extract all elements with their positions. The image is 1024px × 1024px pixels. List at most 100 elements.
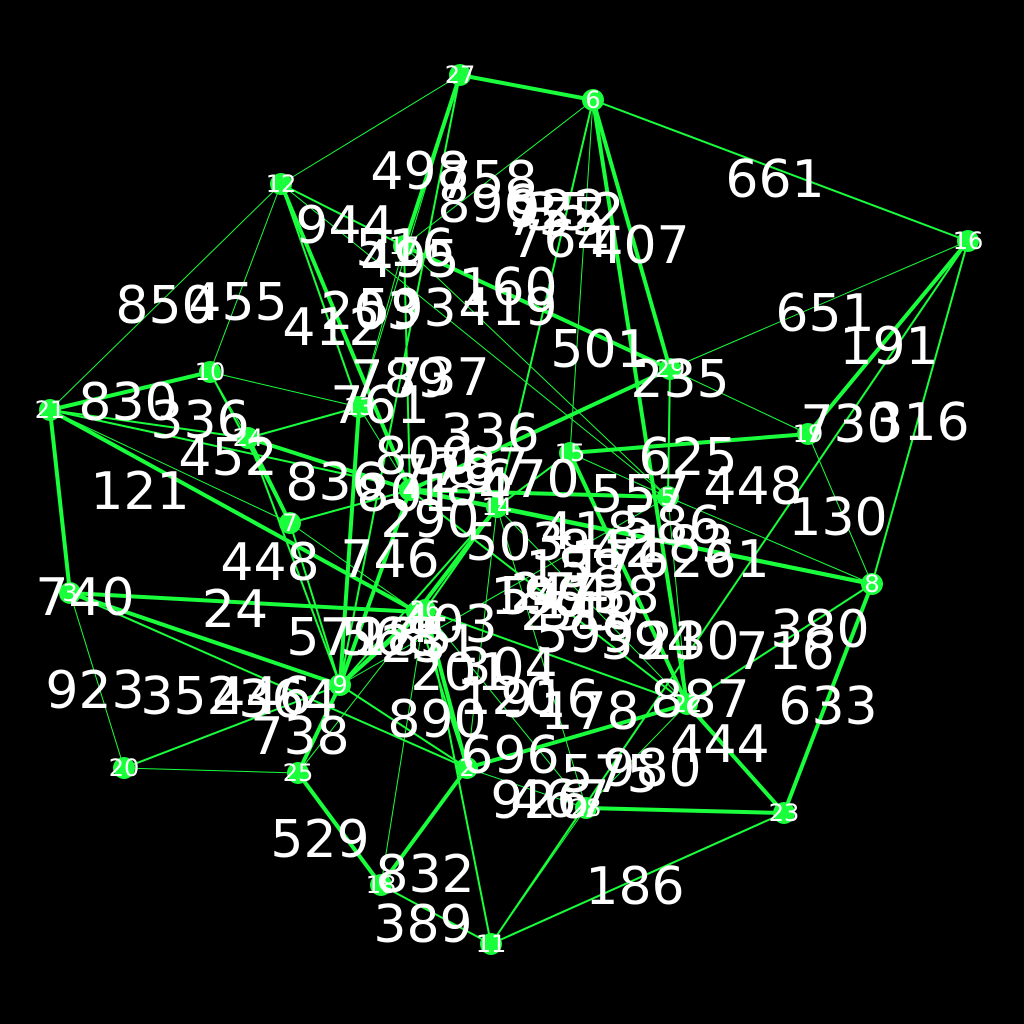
edge-label: 448: [220, 533, 319, 593]
edge-27-9: [339, 74, 461, 686]
edge-label: 651: [775, 284, 874, 344]
edge-label: 593: [357, 279, 456, 339]
edge-15-14: [496, 452, 571, 508]
node-8: 8: [861, 570, 883, 598]
node-19: 19: [793, 420, 824, 448]
edge-5-9: [339, 496, 669, 686]
edge-17-4: [403, 245, 411, 491]
node-circle: [39, 399, 61, 421]
edge-13-24: [247, 406, 360, 439]
edge-label: 498: [370, 142, 469, 202]
node-circle: [329, 674, 351, 696]
node-label: 4: [402, 476, 417, 504]
node-circle: [575, 797, 597, 819]
node-4: 4: [399, 476, 421, 504]
node-label: 27: [445, 61, 476, 89]
edge-label: 178: [540, 682, 639, 742]
edge-11-23: [490, 812, 785, 945]
edge-14-8: [495, 505, 874, 586]
node-circle: [393, 235, 415, 257]
edge-label: 599: [535, 605, 634, 665]
node-6: 6: [582, 86, 604, 114]
edge-18-26: [380, 609, 426, 886]
edge-label: 158: [525, 540, 624, 600]
edge-label: 568: [340, 608, 439, 668]
edge-label: 293: [520, 583, 619, 643]
node-label: 9: [332, 671, 347, 699]
edge-28-23: [584, 806, 786, 815]
node-circle: [414, 599, 436, 621]
edge-13-4: [358, 406, 411, 491]
edge-25-26: [297, 609, 426, 774]
edge-11-26: [424, 609, 492, 945]
node-24: 24: [233, 424, 264, 452]
edge-label: 380: [770, 600, 869, 660]
edge-label: 625: [638, 428, 737, 488]
edge-label: 304: [458, 638, 557, 698]
node-label: 20: [109, 754, 140, 782]
edge-22-23: [685, 702, 786, 815]
edge-2-9: [339, 684, 468, 769]
edge-label: 696: [460, 726, 559, 786]
edge-label: 801: [356, 464, 455, 524]
node-circle: [659, 358, 681, 380]
edge-label: 661: [725, 150, 824, 210]
node-22: 22: [672, 690, 703, 718]
edge-label: 557: [590, 465, 689, 525]
edge-label: 923: [45, 661, 144, 721]
edge-label: 495: [360, 230, 459, 290]
edge-28-22: [585, 703, 688, 809]
node-28: 28: [571, 794, 602, 822]
edge-label: 407: [590, 216, 689, 276]
edge-21-24: [49, 409, 249, 439]
edge-25-9: [296, 683, 342, 775]
node-circle: [113, 757, 135, 779]
node-12: 12: [266, 170, 297, 198]
edge-label: 199: [490, 567, 589, 627]
edge-label: 832: [375, 845, 474, 905]
edge-21-3: [48, 408, 72, 595]
node-label: 28: [571, 794, 602, 822]
edge-label: 418: [540, 502, 639, 562]
node-label: 10: [195, 358, 226, 386]
node-label: 2: [459, 754, 474, 782]
edge-14-22: [496, 506, 688, 705]
edge-label: 121: [90, 462, 189, 522]
edge-label: 176: [570, 530, 669, 590]
edge-label: 261: [670, 530, 769, 590]
edge-label: 944: [295, 196, 394, 256]
edge-5-8: [667, 496, 873, 585]
edge-3-1: [68, 591, 419, 614]
edge-7-1: [289, 522, 418, 613]
edge-label: 203: [320, 282, 419, 342]
edge-label: 980: [602, 739, 701, 799]
node-3: 3: [59, 579, 81, 607]
node-label: 22: [672, 690, 703, 718]
node-11: 11: [476, 930, 507, 958]
edge-27-17: [402, 73, 462, 248]
node-circle: [449, 64, 471, 86]
node-5: 5: [657, 483, 679, 511]
edge-26-9: [338, 608, 427, 687]
edge-3-20: [69, 592, 125, 769]
edge-5-22: [667, 496, 688, 705]
edge-label: 519: [540, 582, 639, 642]
edge-label: 738: [560, 566, 659, 626]
edge-label: 444: [670, 715, 769, 775]
node-circle: [486, 496, 508, 518]
edge-label: 633: [778, 677, 877, 737]
edge-12-4: [279, 182, 412, 492]
edge-6-15: [569, 99, 594, 454]
edge-label: 403: [398, 595, 497, 655]
edge-1-2: [416, 611, 468, 769]
edge-label: 389: [373, 895, 472, 955]
node-circle: [399, 479, 421, 501]
node-10: 10: [195, 358, 226, 386]
node-label: 11: [476, 930, 507, 958]
edge-16-29: [669, 240, 969, 370]
edge-label: 130: [788, 488, 887, 548]
node-14: 14: [482, 493, 513, 521]
edge-3-2: [69, 592, 468, 769]
edge-label: 501: [550, 320, 649, 380]
edge-9-24: [247, 437, 341, 686]
